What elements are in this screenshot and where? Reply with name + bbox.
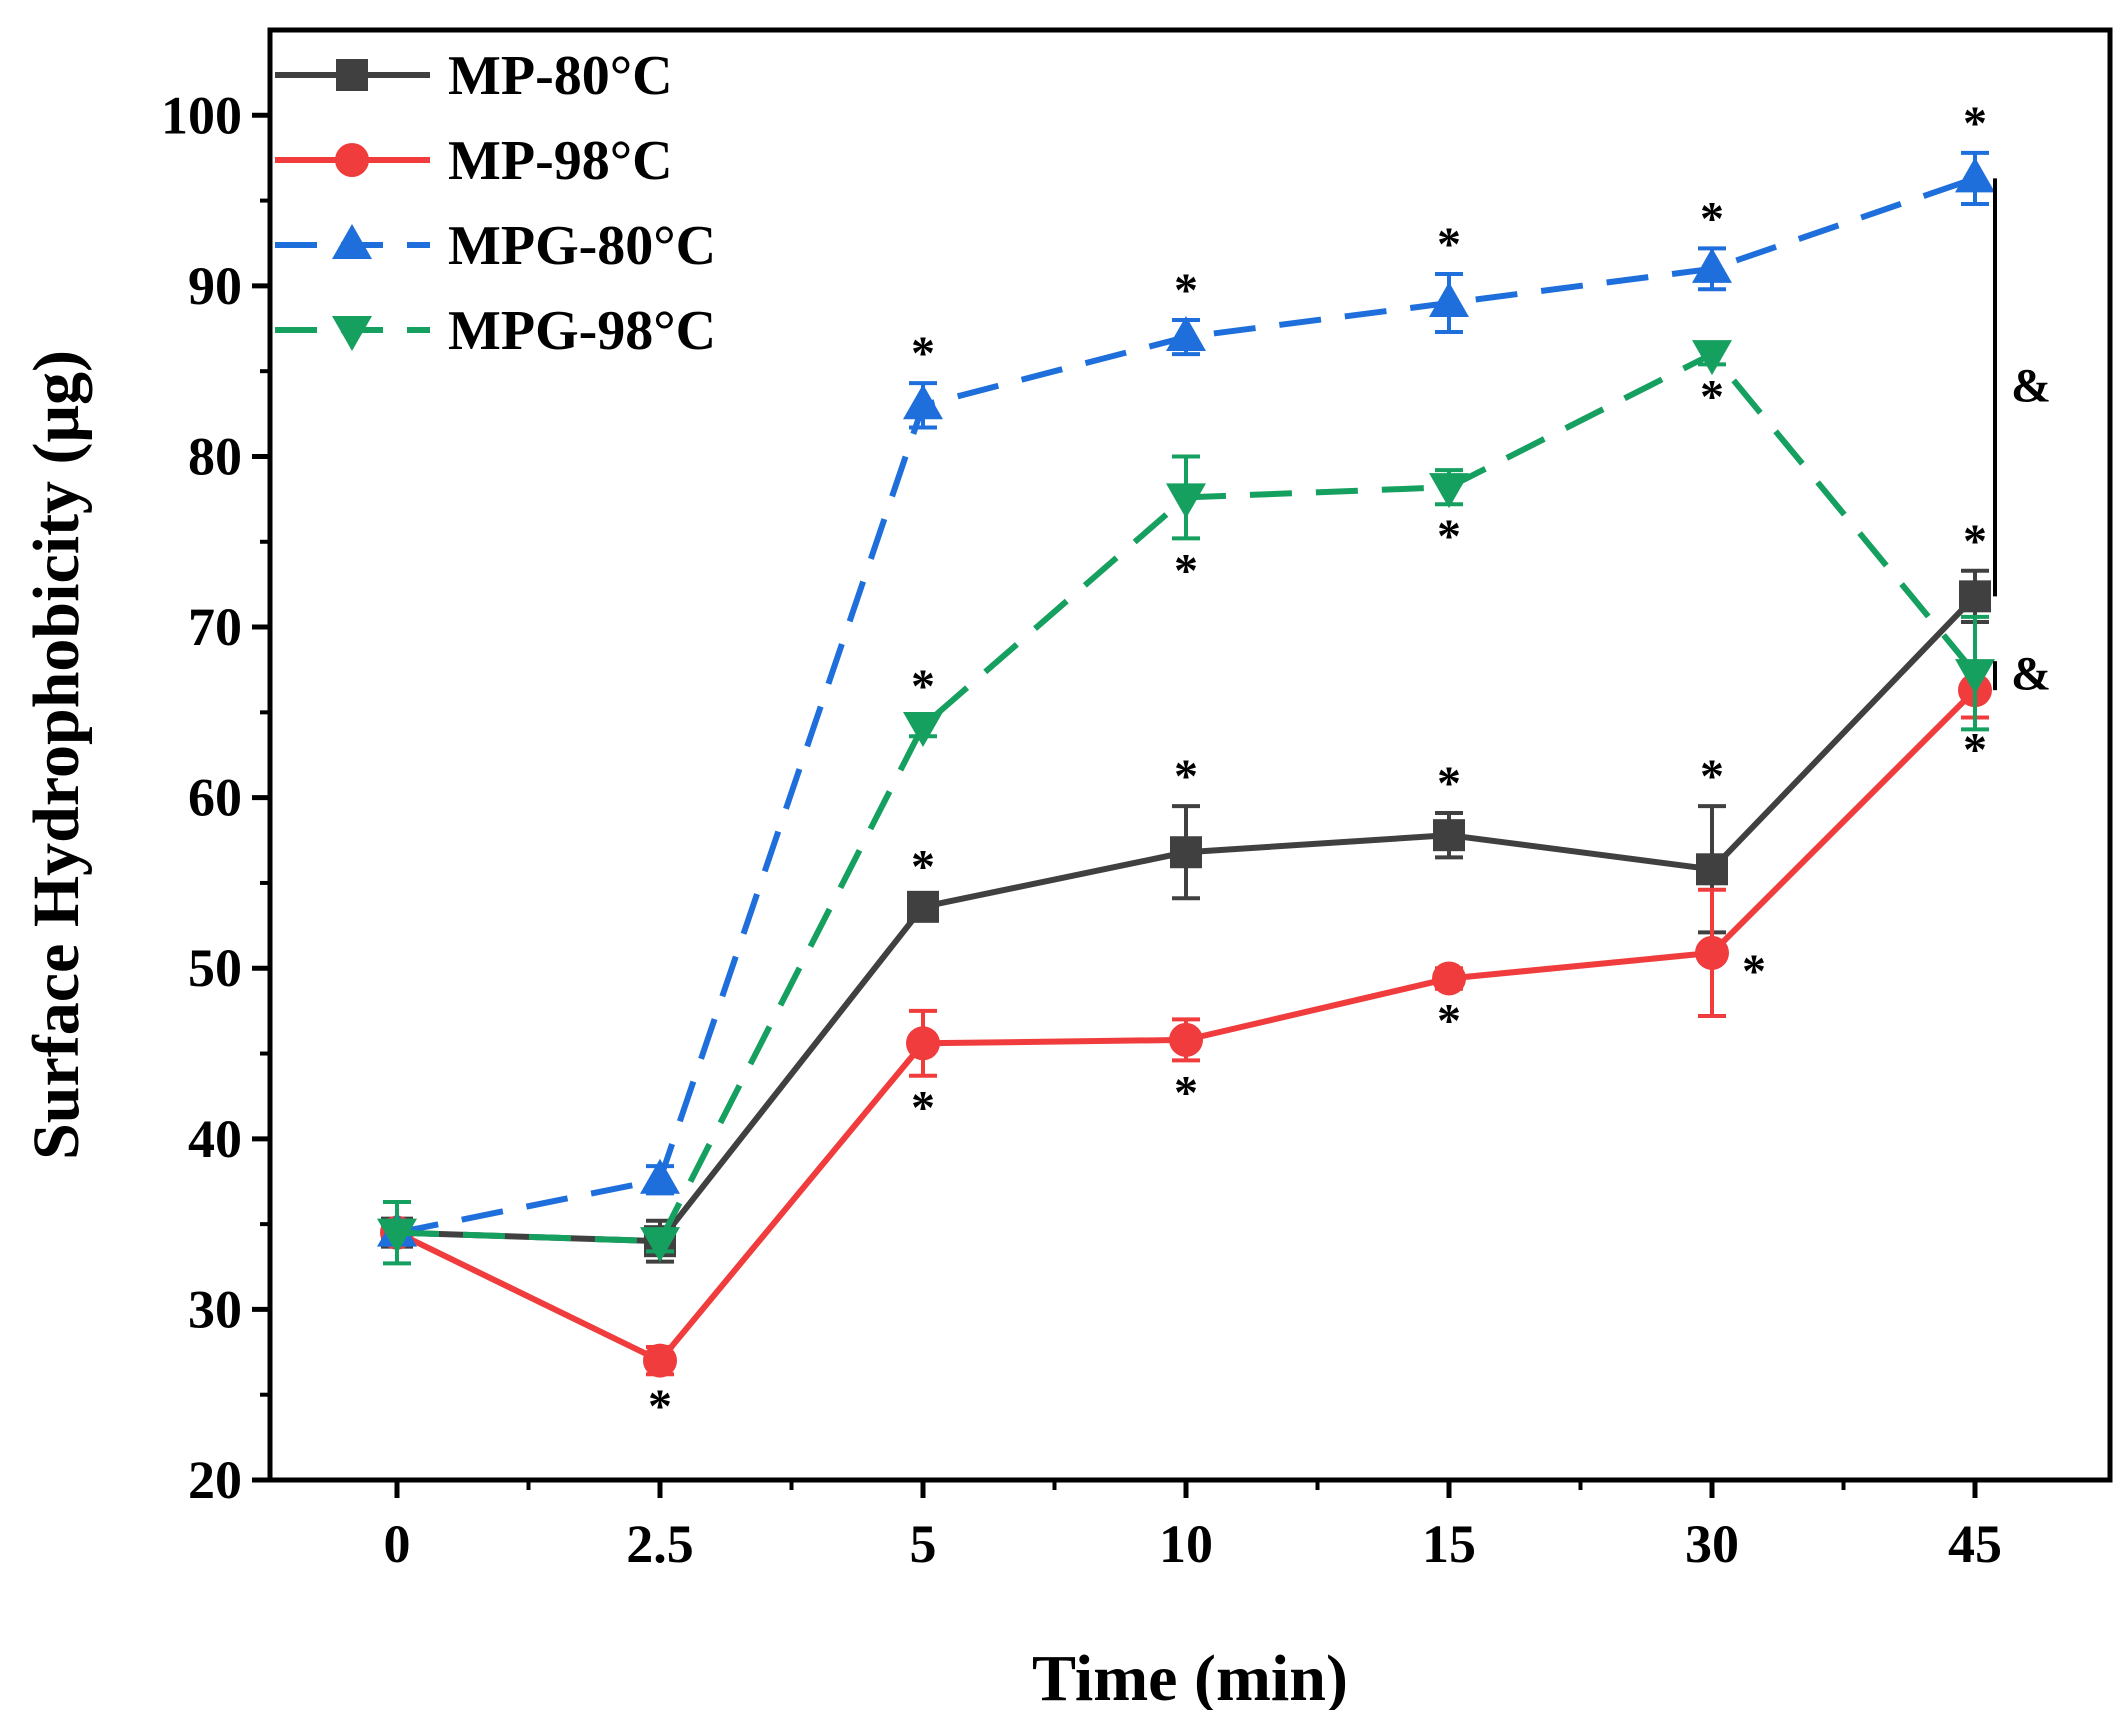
data-point [903,384,943,420]
x-tick-label: 2.5 [626,1514,694,1574]
y-tick-label: 50 [188,938,242,998]
y-tick-label: 20 [188,1450,242,1510]
data-point [907,890,939,923]
x-tick-label: 5 [910,1514,937,1574]
y-tick-label: 30 [188,1279,242,1339]
x-tick-label: 45 [1948,1514,2002,1574]
x-axis-title: Time (min) [1032,1642,1348,1710]
data-point [1429,473,1469,509]
data-point [1955,659,1995,695]
significance-star: * [1700,192,1724,245]
y-tick-label: 80 [188,426,242,486]
significance-star: * [1963,723,1987,776]
significance-star: * [1742,945,1766,998]
significance-star: * [1700,750,1724,803]
x-tick-label: 30 [1685,1514,1739,1574]
significance-star: * [1174,544,1198,597]
significance-star: * [1437,218,1461,271]
data-point [640,1227,680,1263]
y-tick-label: 60 [188,768,242,828]
significance-star: * [1963,515,1987,568]
data-point [1433,819,1465,852]
legend-item: MP-80°C [275,45,673,107]
data-point [1959,580,1991,613]
significance-star: * [1963,97,1987,150]
significance-star: * [1437,510,1461,563]
x-tick-label: 10 [1159,1514,1213,1574]
legend-label: MPG-80°C [448,215,716,277]
legend: MP-80°C MP-98°C MPG-80°C MPG-98°C [275,45,716,362]
significance-star: * [911,1082,935,1135]
series-MP-98°C [380,660,1992,1378]
data-point [643,1343,677,1378]
legend-marker [336,59,368,91]
significance-star: * [1437,757,1461,810]
data-point [1955,157,1995,193]
y-tick-label: 100 [161,85,242,145]
data-point [640,1158,680,1194]
significance-star: * [1174,1066,1198,1119]
significance-star: * [911,327,935,380]
data-point [1170,836,1202,869]
legend-marker [332,224,372,259]
y-tick-label: 70 [188,597,242,657]
legend-marker [332,316,372,351]
data-point [1692,247,1732,283]
data-point [1166,483,1206,519]
significance-star: * [1700,370,1724,423]
data-point [906,1026,940,1061]
data-point [1169,1022,1203,1057]
legend-label: MP-80°C [448,45,673,107]
data-point [1166,316,1206,352]
x-tick-label: 15 [1422,1514,1476,1574]
y-axis-title: Surface Hydrophobicity (μg) [20,350,93,1160]
x-tick-label: 0 [384,1514,411,1574]
legend-label: MP-98°C [448,130,673,192]
significance-star: * [1174,750,1198,803]
legend-item: MPG-98°C [275,300,716,362]
y-tick-label: 90 [188,256,242,316]
legend-item: MPG-80°C [275,215,716,277]
data-point [1429,281,1469,317]
legend-label: MPG-98°C [448,300,716,362]
data-point [1432,961,1466,996]
y-tick-label: 40 [188,1109,242,1169]
data-point [903,712,943,747]
significance-star: * [911,841,935,894]
significance-star: * [911,660,935,713]
legend-item: MP-98°C [275,130,673,192]
data-point [1695,935,1729,970]
significance-star: * [648,1380,672,1433]
data-point [377,1218,417,1254]
data-point [1692,340,1732,376]
bracket-label: & [2011,359,2051,412]
data-point [1696,853,1728,886]
significance-star: * [1174,264,1198,317]
legend-marker [335,143,369,177]
significance-star: * [1437,995,1461,1048]
series-line [396,594,1978,1245]
series-MPG-98°C [377,340,1995,1266]
series-MPG-80°C [377,150,1995,1247]
plot-frame [267,27,2113,1483]
bracket-label: & [2011,648,2051,701]
